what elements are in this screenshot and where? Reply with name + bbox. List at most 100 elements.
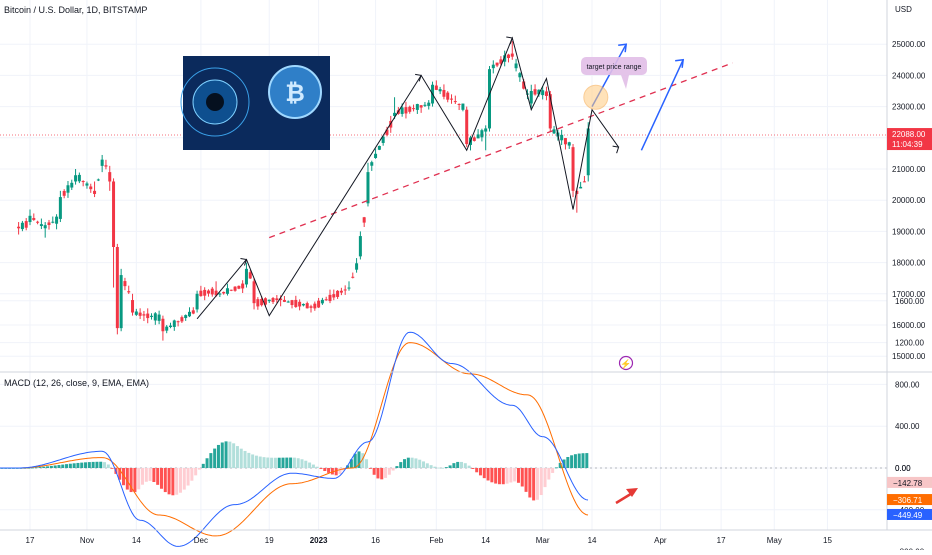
histogram-bar bbox=[494, 468, 498, 484]
macd-tick-label: 0.00 bbox=[895, 464, 911, 473]
macd-pane bbox=[0, 331, 638, 547]
histogram-bar bbox=[235, 446, 239, 468]
candle-body bbox=[332, 294, 336, 298]
candle-body bbox=[453, 101, 457, 103]
histogram-value-tag-text: −142.78 bbox=[893, 479, 923, 488]
candle-body bbox=[233, 286, 237, 291]
histogram-bar bbox=[395, 466, 399, 468]
candle-body bbox=[39, 224, 43, 227]
candle-body bbox=[279, 298, 283, 301]
candle-body bbox=[282, 299, 286, 302]
x-tick-label: 2023 bbox=[310, 536, 328, 545]
histogram-bar bbox=[148, 468, 152, 481]
histogram-bar bbox=[84, 462, 88, 468]
candle-body bbox=[153, 313, 157, 321]
lightning-icon bbox=[618, 355, 634, 371]
candle-body bbox=[491, 64, 495, 69]
histogram-bar bbox=[182, 468, 186, 490]
histogram-bar bbox=[285, 457, 289, 468]
candle-body bbox=[457, 103, 461, 105]
candle-body bbox=[252, 281, 256, 304]
histogram-bar bbox=[452, 463, 456, 468]
candle-body bbox=[385, 129, 389, 135]
candle-body bbox=[484, 128, 488, 132]
histogram-bar bbox=[349, 459, 353, 468]
signal-value-tag bbox=[887, 494, 932, 506]
red-arrow-head bbox=[626, 488, 638, 497]
candle-body bbox=[563, 138, 567, 145]
candle-body bbox=[355, 263, 359, 270]
candle-body bbox=[290, 300, 294, 306]
candle-body bbox=[263, 298, 267, 305]
candle-body bbox=[400, 107, 404, 114]
histogram-bar bbox=[387, 468, 391, 475]
histogram-bar bbox=[463, 463, 467, 468]
candle-body bbox=[138, 312, 142, 316]
histogram-bar bbox=[338, 468, 342, 474]
histogram-bar bbox=[566, 456, 570, 468]
x-tick-label: 19 bbox=[265, 536, 274, 545]
histogram-bar bbox=[129, 468, 133, 493]
candle-body bbox=[336, 290, 340, 297]
histogram-bar bbox=[152, 468, 156, 483]
candle-body bbox=[81, 181, 85, 183]
candle-body bbox=[131, 300, 135, 313]
drawings: target price range ⚡ bbox=[196, 36, 733, 371]
candle-body bbox=[324, 299, 328, 301]
candle-body bbox=[510, 53, 514, 57]
histogram-bar bbox=[72, 463, 76, 468]
candle-body bbox=[377, 146, 381, 150]
histogram-bar bbox=[315, 466, 319, 468]
histogram-bar bbox=[68, 463, 72, 468]
lightning-icon-glyph: ⚡ bbox=[620, 358, 631, 370]
histogram-bar bbox=[562, 459, 566, 468]
histogram-bar bbox=[403, 459, 407, 468]
macd-line bbox=[0, 331, 589, 547]
histogram-bar bbox=[61, 464, 65, 468]
x-tick-label: Dec bbox=[194, 536, 208, 545]
price-tick-label: 15000.00 bbox=[892, 352, 926, 361]
histogram-bar bbox=[76, 462, 80, 468]
candle-body bbox=[119, 275, 123, 329]
candle-body bbox=[244, 268, 248, 285]
candle-body bbox=[210, 288, 214, 295]
candle-body bbox=[214, 290, 218, 296]
histogram-bar bbox=[327, 468, 331, 473]
histogram-bar bbox=[391, 468, 395, 471]
histogram-bar bbox=[535, 468, 539, 500]
candle-body bbox=[275, 298, 279, 301]
histogram-bar bbox=[137, 468, 141, 490]
histogram-bar bbox=[558, 462, 562, 468]
histogram-bar bbox=[414, 458, 418, 468]
histogram-bar bbox=[425, 463, 429, 468]
candle-body bbox=[47, 222, 51, 225]
candle-body bbox=[256, 299, 260, 307]
x-tick-label: 14 bbox=[132, 536, 141, 545]
candle-body bbox=[506, 54, 510, 59]
candle-body bbox=[552, 129, 556, 134]
candle-body bbox=[176, 321, 180, 323]
histogram-bar bbox=[258, 456, 262, 468]
histogram-bar bbox=[577, 453, 581, 468]
histogram-bar bbox=[422, 461, 426, 468]
macd-tick-label: 1600.00 bbox=[895, 297, 924, 306]
histogram-bar bbox=[266, 457, 270, 468]
candle-body bbox=[442, 89, 446, 97]
histogram-bar bbox=[175, 468, 179, 495]
histogram-bar bbox=[171, 468, 175, 496]
candle-body bbox=[328, 294, 332, 302]
histogram-bar bbox=[585, 453, 589, 468]
histogram-bar bbox=[486, 468, 490, 481]
candle-body bbox=[222, 291, 226, 294]
candle-body bbox=[412, 108, 416, 110]
candle-body bbox=[419, 105, 423, 108]
histogram-bar bbox=[361, 453, 365, 468]
histogram-bar bbox=[497, 468, 501, 485]
histogram-bar bbox=[209, 453, 213, 468]
histogram-bar bbox=[513, 468, 517, 482]
candle-body bbox=[472, 137, 476, 141]
candle-body bbox=[267, 299, 271, 302]
histogram-bar bbox=[532, 468, 536, 501]
histogram-bar bbox=[459, 461, 463, 468]
